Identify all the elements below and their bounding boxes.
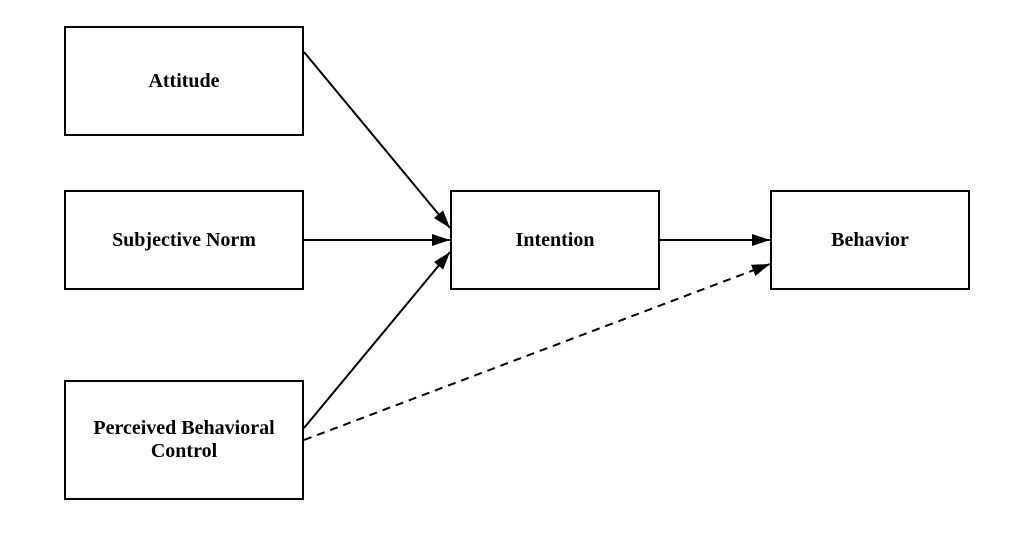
- node-perceived-behavioral-control: Perceived Behavioral Control: [64, 380, 304, 500]
- edge-perceived-behavioral-control-to-intention: [304, 252, 450, 428]
- node-label-attitude: Attitude: [148, 70, 219, 93]
- edge-perceived-behavioral-control-to-behavior: [304, 264, 770, 440]
- edge-attitude-to-intention: [304, 52, 450, 228]
- node-label-perceived-behavioral-control: Perceived Behavioral Control: [74, 417, 294, 463]
- node-label-subjective-norm: Subjective Norm: [112, 229, 256, 252]
- node-label-intention: Intention: [516, 229, 595, 252]
- node-label-behavior: Behavior: [831, 229, 909, 252]
- node-attitude: Attitude: [64, 26, 304, 136]
- node-subjective-norm: Subjective Norm: [64, 190, 304, 290]
- node-behavior: Behavior: [770, 190, 970, 290]
- node-intention: Intention: [450, 190, 660, 290]
- tpb-diagram: Attitude Subjective Norm Perceived Behavio…: [0, 0, 1019, 545]
